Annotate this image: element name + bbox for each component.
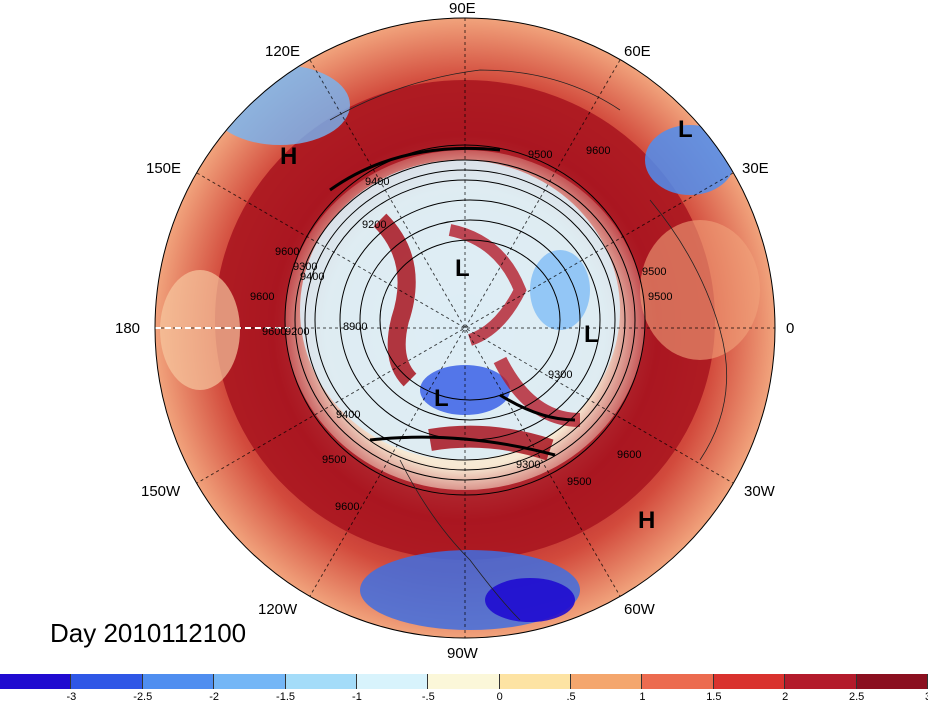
low-pressure-label: L: [678, 116, 693, 143]
longitude-label: 30E: [742, 160, 769, 177]
colorbar-tick-label: 1.5: [706, 691, 722, 703]
longitude-label: 30W: [744, 483, 776, 500]
contour-label: 9300: [516, 459, 540, 471]
colorbar-swatch: [142, 674, 215, 689]
colorbar-tick-label: -3: [66, 691, 77, 703]
colorbar-tick-label: -2.5: [133, 691, 153, 703]
contour-label: 9600: [617, 449, 641, 461]
contour-label: 9300: [293, 261, 317, 273]
contour-label: 9500: [648, 291, 672, 303]
colorbar-tick-label: -2: [209, 691, 220, 703]
contour-label: 9600: [262, 326, 286, 338]
polar-map: 9500 9600 9200 9400 8900 9300 9400 9500 …: [115, 0, 794, 662]
longitude-label: 150W: [141, 483, 181, 500]
colorbar-swatch: [285, 674, 357, 689]
map-border: [154, 17, 776, 639]
colorbar-tick-label: -1: [352, 691, 362, 703]
longitude-label: 180: [115, 320, 140, 337]
colorbar-swatch: [356, 674, 429, 689]
low-pressure-label: L: [434, 385, 449, 412]
contour-label: 9500: [642, 266, 666, 278]
colorbar-swatch: [642, 674, 714, 689]
longitude-label: 90E: [449, 0, 476, 17]
longitude-label: 60E: [624, 43, 651, 60]
contour-label: 9500: [567, 476, 591, 488]
colorbar-swatch: [71, 674, 143, 689]
contour-label: 9600: [586, 145, 610, 157]
jet-stream-contours: [329, 146, 576, 457]
anomaly-field: [155, 18, 775, 638]
colorbar-tick-label: -.5: [421, 691, 435, 703]
colorbar-tick-label: 2.5: [848, 691, 865, 703]
longitude-label: 150E: [146, 160, 181, 177]
contour-label-group: 9500 9600 9200 9400 8900 9300 9400 9500 …: [250, 145, 672, 513]
contour-label: 9400: [300, 271, 324, 283]
colorbar-tick-label: -1.5: [276, 691, 296, 703]
contour-label: 9500: [322, 454, 346, 466]
longitude-label: 60W: [624, 601, 656, 618]
contour-label: 9400: [365, 176, 389, 188]
longitude-label: 120W: [258, 601, 298, 618]
colorbar-tick-label: 0: [496, 691, 503, 703]
low-pressure-label: L: [584, 321, 599, 348]
colorbar-swatch: [0, 674, 72, 689]
longitude-label: 120E: [265, 43, 300, 60]
colorbar-swatch: [571, 674, 643, 689]
contour-label: 9600: [335, 501, 359, 513]
high-pressure-label: H: [638, 507, 655, 534]
colorbar: -3 -2.5 -2 -1.5 -1 -.5 0 .5 1 1.5 2 2.5 3: [0, 674, 928, 703]
colorbar-swatch: [499, 674, 572, 689]
colorbar-tick-label: .5: [566, 691, 576, 703]
colorbar-swatch: [785, 674, 857, 689]
contour-label: 9500: [528, 149, 552, 161]
contour-label: 9200: [285, 326, 309, 338]
contour-label: 9400: [336, 409, 360, 421]
low-pressure-label: L: [455, 255, 470, 282]
contour-label: 9600: [275, 246, 299, 258]
contour-label: 9200: [362, 219, 386, 231]
coastlines: [329, 69, 728, 621]
colorbar-tick-label: 3: [913, 691, 928, 703]
colorbar-swatch: [713, 674, 786, 689]
contour-label: 8900: [343, 321, 367, 333]
colorbar-swatch: [214, 674, 286, 689]
longitude-label: 0: [786, 320, 794, 337]
colorbar-tick-label: 2: [782, 691, 789, 703]
longitude-label: 90W: [447, 645, 479, 662]
map-title: Day 2010112100: [50, 618, 247, 648]
colorbar-tick-label: 1: [639, 691, 646, 703]
contour-label: 9300: [548, 369, 572, 381]
high-pressure-label: H: [280, 143, 297, 170]
colorbar-swatch: [428, 674, 500, 689]
colorbar-swatch: [856, 674, 928, 689]
contour-label: 9600: [250, 291, 274, 303]
